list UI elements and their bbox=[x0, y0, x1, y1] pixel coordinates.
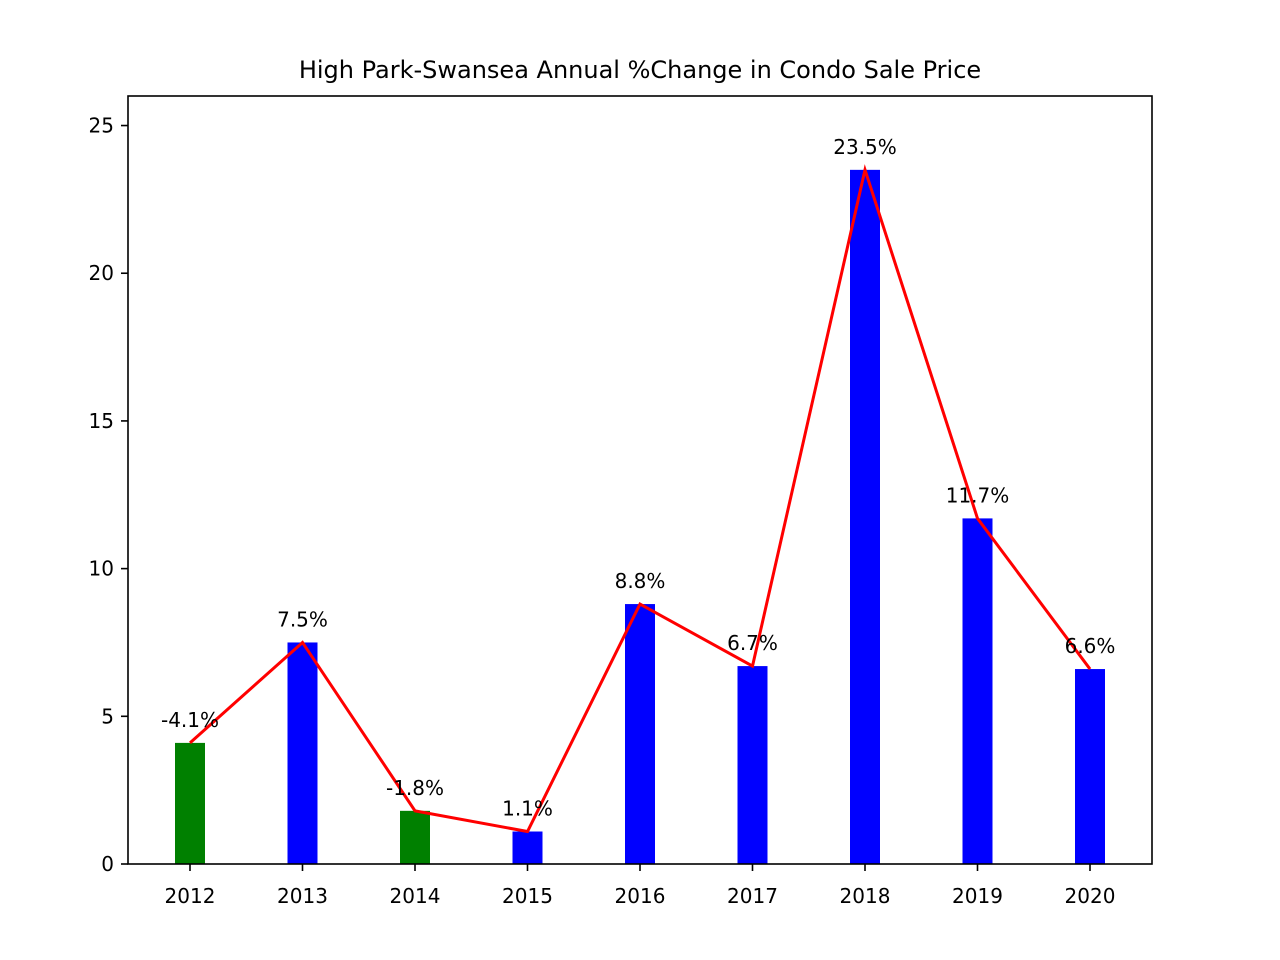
data-label-2016: 8.8% bbox=[615, 569, 666, 593]
bar-2016 bbox=[625, 604, 655, 864]
y-tick-label: 20 bbox=[89, 261, 114, 285]
x-tick-label: 2018 bbox=[840, 884, 891, 908]
y-tick-label: 5 bbox=[101, 704, 114, 728]
data-labels-group: -4.1% 7.5% -1.8% 1.1% 8.8% 6.7% 23.5% 11.7% 6.6% bbox=[161, 135, 1115, 821]
bar-2020 bbox=[1075, 669, 1105, 864]
x-tick-label: 2016 bbox=[615, 884, 666, 908]
bar-2012 bbox=[175, 742, 205, 864]
x-tick-label: 2015 bbox=[502, 884, 553, 908]
data-label-2012: -4.1% bbox=[161, 708, 219, 732]
line-series-group bbox=[189, 164, 1092, 834]
bar-2018 bbox=[850, 169, 880, 864]
data-label-2014: -1.8% bbox=[386, 776, 444, 800]
data-label-2020: 6.6% bbox=[1065, 634, 1116, 658]
y-tick-label: 25 bbox=[89, 114, 114, 138]
x-tick-label: 2012 bbox=[165, 884, 216, 908]
y-tick-label: 15 bbox=[89, 409, 114, 433]
chart-title: High Park-Swansea Annual %Change in Cond… bbox=[299, 56, 981, 84]
data-label-2019: 11.7% bbox=[946, 483, 1010, 507]
bar-2013 bbox=[287, 642, 318, 864]
axes-group: 0 5 10 15 20 25 2012 2013 2014 2015 2016 2017 2018 20… bbox=[89, 95, 1153, 908]
trend-line bbox=[189, 164, 1092, 834]
data-label-2018: 23.5% bbox=[833, 135, 897, 159]
x-tick-label: 2017 bbox=[727, 884, 778, 908]
bars-group bbox=[175, 169, 1105, 864]
bar-2014 bbox=[400, 810, 430, 864]
x-tick-label: 2019 bbox=[952, 884, 1003, 908]
x-tick-label: 2014 bbox=[390, 884, 441, 908]
x-tick-label: 2013 bbox=[277, 884, 328, 908]
y-tick-label: 10 bbox=[89, 557, 114, 581]
data-label-2013: 7.5% bbox=[277, 607, 328, 631]
data-label-2015: 1.1% bbox=[502, 797, 553, 821]
bar-2017 bbox=[737, 666, 768, 864]
bar-2019 bbox=[962, 518, 993, 864]
bar-2015 bbox=[512, 831, 543, 864]
x-tick-label: 2020 bbox=[1065, 884, 1116, 908]
y-tick-label: 0 bbox=[101, 852, 114, 876]
data-label-2017: 6.7% bbox=[727, 631, 778, 655]
